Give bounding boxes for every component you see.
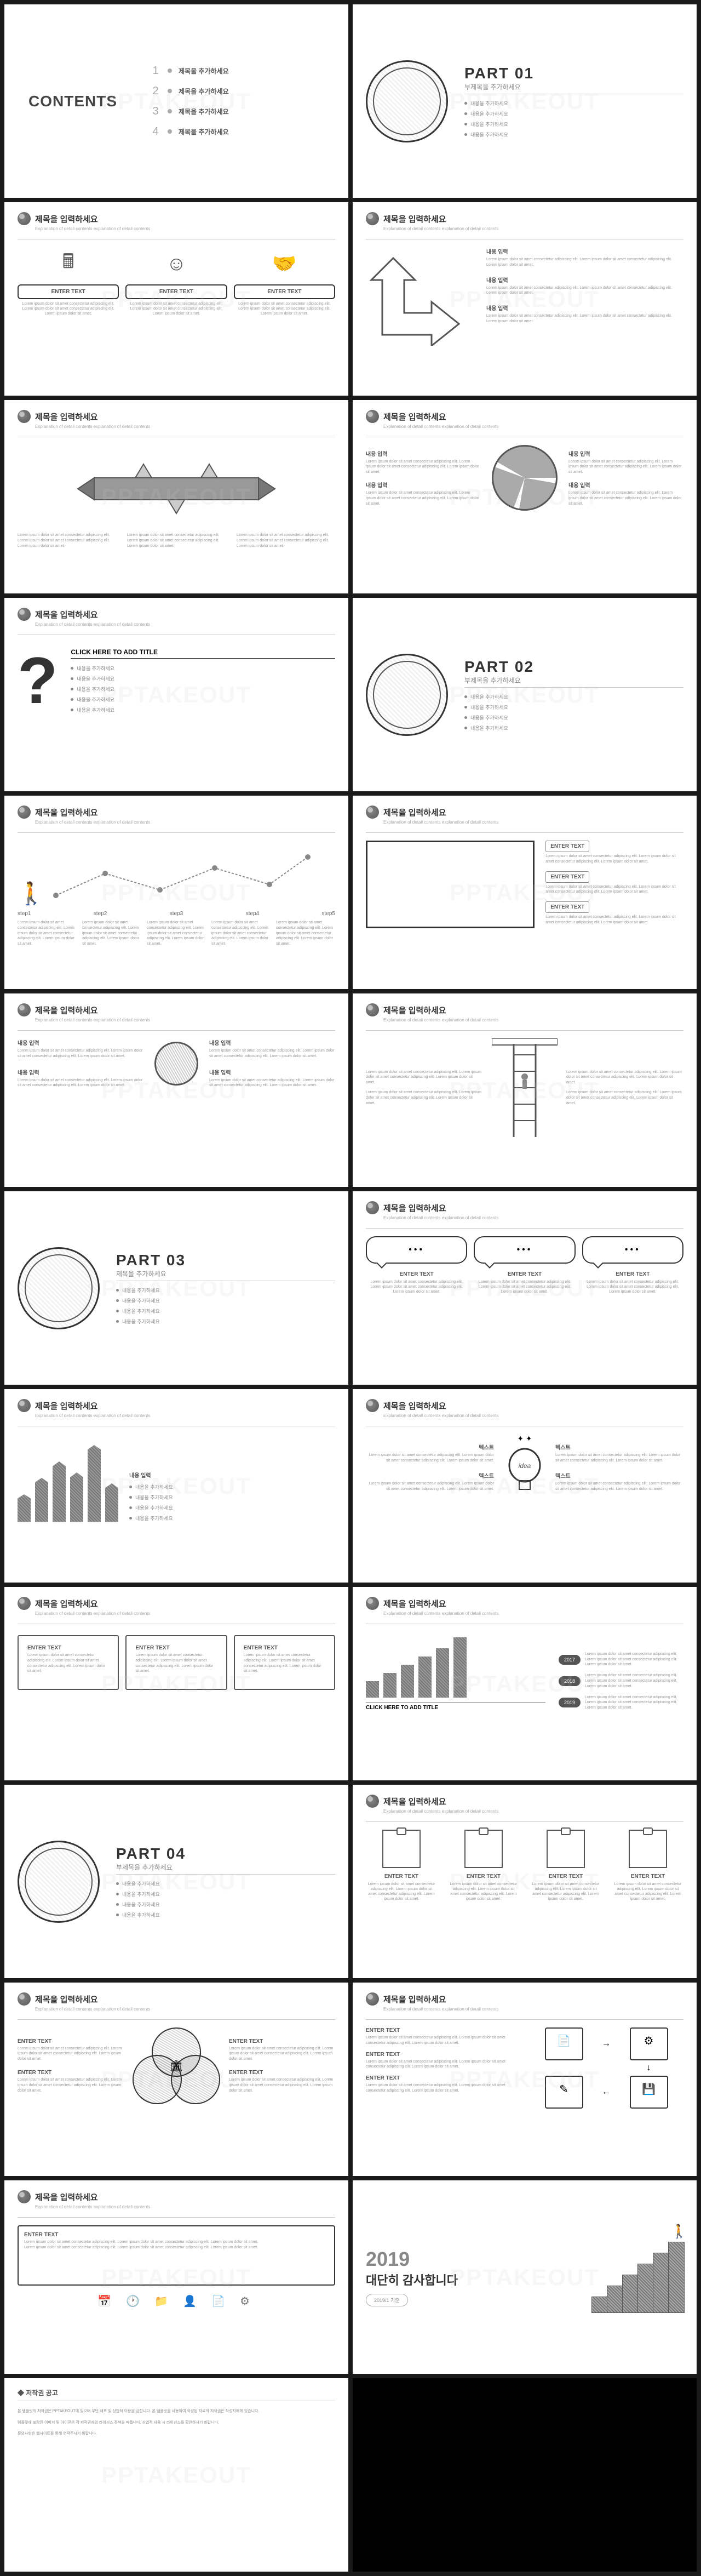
staircase-icon: 🚶 [591,2242,683,2313]
thanks-text: 대단히 감사합니다 [366,2271,458,2288]
folder-icon: 📁 [154,2294,170,2310]
slide-ribbon: PPTAKEOUT 제목을 입력하세요 Explanation of detai… [4,400,348,593]
slide-growth-bars: PPTAKEOUT 제목을 입력하세요 Explanation of detai… [353,1587,697,1780]
bar-chart [366,1632,545,1698]
person-icon: ☺ [160,247,193,280]
user-icon: 👤 [183,2294,198,2310]
slide-part-02: PPTAKEOUT PART 02 부제목을 추가하세요 내용을 추가하세요 내… [353,598,697,791]
arrow-up-icon [366,247,475,346]
slide-frame: PPTAKEOUT 제목을 입력하세요 Explanation of detai… [353,796,697,989]
slide-part-01: PPTAKEOUT PART 01 부제목을 추가하세요 내용을 추가하세요 내… [353,4,697,198]
contents-item: 3제목을 추가하세요 [150,105,229,118]
speech-icon: ••• [474,1236,575,1264]
slide-speech: PPTAKEOUT 제목을 입력하세요 Explanation of detai… [353,1191,697,1385]
slide-copyright: PPTAKEOUT ◆ 저작권 공고 본 템플릿의 저작권은 PPTAKEOUT… [4,2378,348,2572]
speech-icon: ••• [366,1236,467,1264]
venn-icon: 🏛 [133,2027,220,2104]
tag-card: ENTER TEXTLorem ipsum dolor sit amet con… [18,1635,119,1690]
handshake-icon: 🤝 [268,247,301,280]
walker-icon: 🚶 [18,881,45,906]
slide-cycle: PPTAKEOUT 제목을 입력하세요 Explanation of detai… [353,400,697,593]
contents-item: 4제목을 추가하세요 [150,125,229,138]
note-icon [629,1830,667,1868]
globe-icon [366,60,448,142]
year-text: 2019 [366,2248,458,2271]
note-icon [547,1830,585,1868]
part-label: PART 01 [464,65,683,82]
slide-arrow: PPTAKEOUT 제목을 입력하세요 Explanation of detai… [353,202,697,396]
globe-icon [366,654,448,736]
ladder-icon [492,1038,558,1137]
ribbon-icon [72,461,280,516]
slide-three-icons: PPTAKEOUT 제목을 입력하세요 Explanation of detai… [4,202,348,396]
slide-ladder: PPTAKEOUT 제목을 입력하세요 Explanation of detai… [353,993,697,1187]
workflow-grid: 📄 → ⚙ ↓ ✎ ← 💾 [529,2027,683,2109]
slide-pencil-bars: PPTAKEOUT 제목을 입력하세요 Explanation of detai… [4,1389,348,1583]
doc-icon: 📄 [211,2294,227,2310]
slide-part-03: PPTAKEOUT PART 03 제목을 추가하세요 내용을 추가하세요 내용… [4,1191,348,1385]
slide-contents: PPTAKEOUT CONTENTS 1제목을 추가하세요 2제목을 추가하세요… [4,4,348,198]
cycle-icon [492,445,558,511]
slide-notes: PPTAKEOUT 제목을 입력하세요 Explanation of detai… [353,1785,697,1978]
bullet-list: 내용을 추가하세요 내용을 추가하세요 내용을 추가하세요 내용을 추가하세요 [464,100,683,138]
contents-item: 2제목을 추가하세요 [150,85,229,98]
globe-icon [18,1247,100,1329]
bulb-idea-icon: ✦ ✦ idea [503,1434,547,1501]
part-sub: 부제목을 추가하세요 [464,82,683,94]
bar-chart [18,1434,118,1522]
slide-summary: PPTAKEOUT 제목을 입력하세요 Explanation of detai… [4,2180,348,2374]
icon-row: 📅 🕐 📁 👤 📄 ⚙ [18,2294,335,2310]
gear-icon [154,1042,198,1086]
three-col: 🖩ENTER TEXTLorem ipsum dolor sit amet co… [18,247,335,316]
contents-list: 1제목을 추가하세요 2제목을 추가하세요 3제목을 추가하세요 4제목을 추가… [150,65,229,138]
slide-question: PPTAKEOUT 제목을 입력하세요 Explanation of detai… [4,598,348,791]
step-line [50,841,313,906]
sketch-frame [366,841,535,928]
globe-icon [18,1841,100,1923]
question-icon: ? [18,643,58,718]
bulb-icon [18,212,31,225]
slide-workflow: PPTAKEOUT 제목을 입력하세요 Explanation of detai… [353,1983,697,2176]
slide-closing: PPTAKEOUT 2019 대단히 감사합니다 2019/1 기준 🚶 [353,2180,697,2374]
tag-card: ENTER TEXTLorem ipsum dolor sit amet con… [234,1635,335,1690]
svg-text:idea: idea [519,1462,531,1470]
contents-heading: CONTENTS [28,93,117,110]
summary-box: ENTER TEXT Lorem ipsum dolor sit amet co… [18,2225,335,2286]
slide-steps: PPTAKEOUT 제목을 입력하세요 Explanation of detai… [4,796,348,989]
slide-part-04: PPTAKEOUT PART 04 부제목을 추가하세요 내용을 추가하세요 내… [4,1785,348,1978]
slide-black [353,2378,697,2572]
clock-icon: 🕐 [126,2294,141,2310]
calc-icon: 🖩 [52,247,85,280]
slide-gear: PPTAKEOUT 제목을 입력하세요 Explanation of detai… [4,993,348,1187]
contents-item: 1제목을 추가하세요 [150,65,229,77]
note-icon [464,1830,503,1868]
slide-tags: PPTAKEOUT 제목을 입력하세요 Explanation of detai… [4,1587,348,1780]
tag-card: ENTER TEXTLorem ipsum dolor sit amet con… [125,1635,227,1690]
speech-icon: ••• [582,1236,683,1264]
slide-lightbulb: PPTAKEOUT 제목을 입력하세요 Explanation of detai… [353,1389,697,1583]
note-icon [382,1830,421,1868]
gear-mini-icon: ⚙ [240,2294,255,2310]
slide-venn: PPTAKEOUT 제목을 입력하세요 Explanation of detai… [4,1983,348,2176]
calendar-icon: 📅 [97,2294,113,2310]
